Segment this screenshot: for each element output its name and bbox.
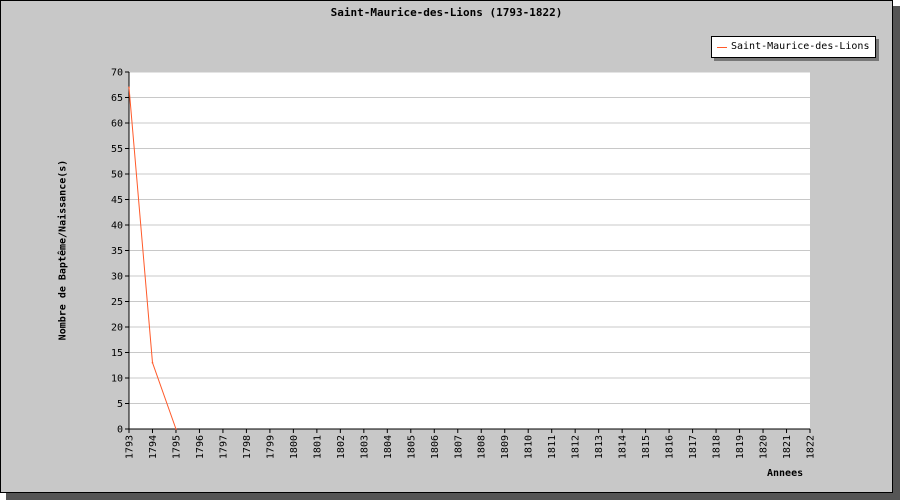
data-point: [151, 361, 154, 364]
y-tick-label: 0: [117, 425, 123, 436]
x-tick-label: 1809: [500, 435, 511, 459]
x-tick-label: 1818: [712, 435, 723, 459]
x-tick-label: 1820: [759, 435, 770, 459]
x-tick-label: 1803: [359, 435, 370, 459]
x-tick-label: 1813: [594, 435, 605, 459]
legend-swatch: [717, 47, 727, 48]
data-point: [128, 86, 130, 89]
x-tick-label: 1807: [453, 435, 464, 459]
x-tick-label: 1797: [218, 435, 229, 459]
y-tick-label: 45: [111, 195, 123, 206]
y-tick-label: 40: [111, 221, 123, 232]
y-tick-label: 35: [111, 246, 123, 257]
y-tick-label: 50: [111, 170, 123, 181]
x-tick-label: 1800: [289, 435, 300, 459]
x-tick-label: 1793: [125, 435, 136, 459]
x-tick-label: 1808: [477, 435, 488, 459]
x-tick-label: 1799: [265, 435, 276, 459]
y-tick-label: 20: [111, 323, 123, 334]
y-tick-label: 60: [111, 119, 123, 130]
x-tick-label: 1822: [806, 435, 817, 459]
x-tick-label: 1798: [242, 435, 253, 459]
y-tick-label: 30: [111, 272, 123, 283]
data-point: [175, 428, 177, 430]
x-tick-label: 1816: [665, 435, 676, 459]
legend: Saint-Maurice-des-Lions: [711, 36, 876, 58]
x-axis-label: Annees: [767, 468, 804, 479]
x-tick-label: 1794: [148, 435, 159, 459]
x-tick-label: 1795: [171, 435, 182, 459]
x-tick-label: 1801: [312, 435, 323, 459]
x-tick-label: 1810: [524, 435, 535, 459]
x-tick-label: 1802: [336, 435, 347, 459]
y-tick-label: 15: [111, 348, 123, 359]
y-tick-label: 25: [111, 297, 123, 308]
x-tick-label: 1806: [430, 435, 441, 459]
x-tick-label: 1796: [195, 435, 206, 459]
y-tick-label: 10: [111, 374, 123, 385]
x-tick-label: 1811: [547, 435, 558, 459]
legend-label: Saint-Maurice-des-Lions: [731, 41, 870, 52]
x-tick-label: 1819: [735, 435, 746, 459]
chart-title: Saint-Maurice-des-Lions (1793-1822): [330, 6, 563, 19]
y-tick-label: 70: [111, 68, 123, 79]
x-tick-label: 1812: [571, 435, 582, 459]
x-tick-label: 1815: [641, 435, 652, 459]
x-tick-label: 1821: [782, 435, 793, 459]
x-tick-label: 1805: [406, 435, 417, 459]
x-tick-label: 1814: [618, 435, 629, 459]
y-tick-label: 65: [111, 93, 123, 104]
x-tick-label: 1817: [688, 435, 699, 459]
y-tick-label: 5: [117, 399, 123, 410]
y-tick-label: 55: [111, 144, 123, 155]
x-tick-label: 1804: [383, 435, 394, 459]
